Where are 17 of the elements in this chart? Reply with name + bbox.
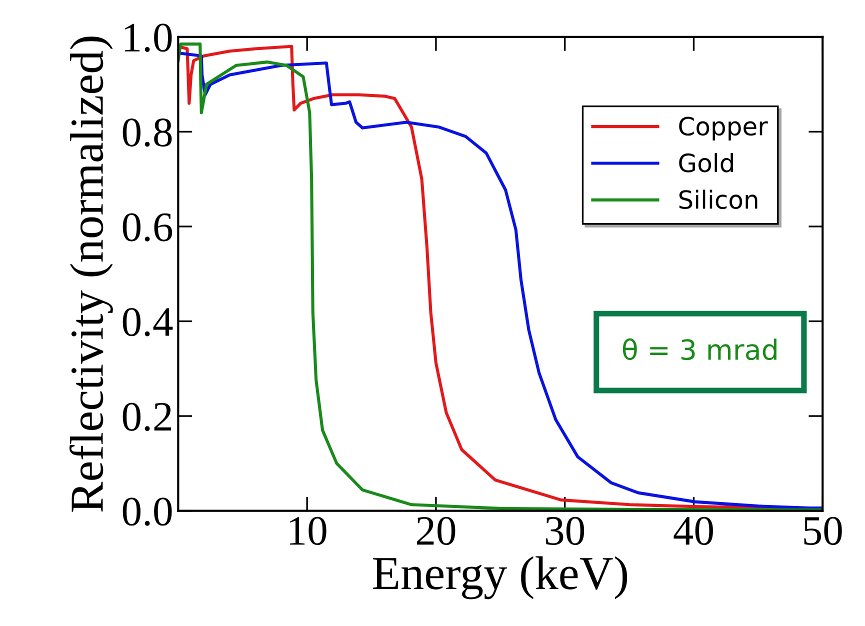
legend-label: Copper — [679, 116, 768, 140]
x-tick-label: 10 — [290, 516, 326, 545]
y-tick-label: 0.4 — [122, 308, 173, 336]
y-tick-label: 1.0 — [124, 24, 172, 52]
y-tick-label: 0.6 — [122, 213, 172, 242]
y-tick-label: 0.2 — [122, 402, 172, 432]
x-tick-label: 40 — [674, 516, 713, 545]
y-tick-label: 0.8 — [122, 118, 172, 147]
legend-label: Silicon — [679, 190, 758, 210]
legend-label: Gold — [679, 152, 733, 172]
y-axis-title: Reflectivity (normalized) — [69, 36, 113, 512]
x-tick-label: 50 — [804, 516, 842, 545]
x-tick-label: 30 — [546, 516, 584, 545]
annotation: θ = 3 mrad — [622, 338, 776, 360]
y-tick-label: 0.0 — [122, 498, 172, 526]
x-axis-title: Energy (keV) — [373, 556, 628, 600]
x-tick-label: 20 — [416, 516, 456, 545]
